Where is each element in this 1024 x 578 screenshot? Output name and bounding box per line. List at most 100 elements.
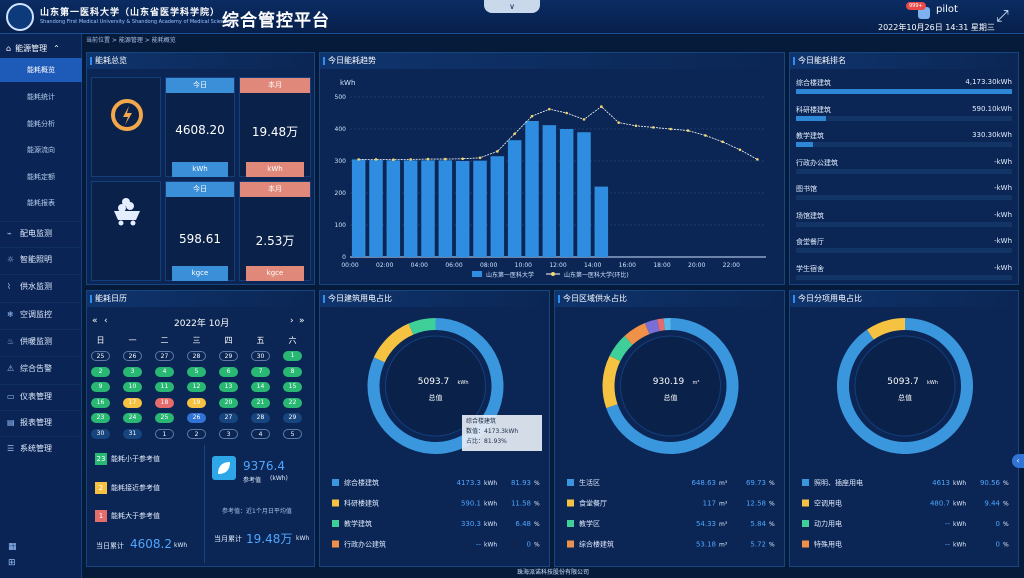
- breadcrumb-item: 能耗概览: [151, 37, 176, 44]
- calendar-day[interactable]: 8: [283, 366, 302, 377]
- ranking-row: 综合楼建筑 4,173.30kWh: [796, 78, 1012, 104]
- calendar-prev-month[interactable]: ‹: [104, 316, 108, 326]
- calendar-day[interactable]: 14: [251, 382, 270, 392]
- grid-menu-icon[interactable]: ▦: [8, 542, 17, 552]
- database-icon: ☰: [7, 444, 15, 453]
- calendar-next-month[interactable]: ›: [290, 316, 294, 326]
- sidebar-menu-water[interactable]: ⌇ 供水监测: [0, 274, 82, 298]
- elec-month-value: 19.48万: [251, 125, 299, 139]
- donut-slice: [624, 322, 650, 345]
- calendar-day[interactable]: 23: [91, 413, 110, 423]
- calendar-day[interactable]: 9: [91, 382, 110, 392]
- calendar-day[interactable]: 20: [219, 397, 238, 408]
- notification-bell-icon[interactable]: [918, 7, 930, 19]
- calendar-day[interactable]: 26: [187, 413, 206, 423]
- trend-point: [617, 121, 620, 124]
- calendar-day[interactable]: 13: [219, 382, 238, 392]
- sidebar-item-report[interactable]: 能耗报表: [27, 199, 55, 207]
- calendar-day[interactable]: 18: [155, 397, 174, 408]
- calendar-day[interactable]: 4: [155, 366, 174, 377]
- calendar-day[interactable]: 29: [283, 413, 302, 423]
- calendar-day[interactable]: 5: [283, 428, 302, 439]
- calendar-day[interactable]: 28: [251, 413, 270, 423]
- calendar-next-year[interactable]: »: [299, 316, 305, 326]
- coal-unit: kgce: [246, 266, 304, 281]
- donut-center-value: 930.19: [653, 377, 685, 387]
- calendar-day[interactable]: 3: [219, 428, 238, 439]
- calendar-day[interactable]: 1: [155, 428, 174, 439]
- sidebar-menu-lighting[interactable]: ☼ 智能照明: [0, 247, 82, 271]
- calendar-day[interactable]: 19: [187, 397, 206, 408]
- donut-center-unit: m³: [693, 380, 700, 386]
- calendar-day[interactable]: 2: [187, 428, 206, 439]
- calendar-day[interactable]: 25: [91, 351, 110, 361]
- sidebar-item-quota[interactable]: 能耗定额: [27, 173, 55, 181]
- calendar-day[interactable]: 4: [251, 428, 270, 439]
- legend-swatch: [567, 520, 574, 527]
- sidebar-item-statistics[interactable]: 能耗统计: [27, 93, 55, 101]
- sidebar-menu-alarm[interactable]: ⚠ 综合告警: [0, 356, 82, 380]
- sidebar-menu-energy[interactable]: ⌂ 能源管理 ⌃: [0, 38, 82, 58]
- calendar-day[interactable]: 1: [283, 351, 302, 361]
- sidebar-menu-power[interactable]: ⌁ 配电监测: [0, 221, 82, 245]
- sidebar-menu-heating[interactable]: ♨ 供暖监测: [0, 329, 82, 353]
- user-menu[interactable]: pilot: [936, 4, 958, 15]
- coal-unit: kgce: [172, 266, 228, 281]
- calendar-day[interactable]: 3: [123, 366, 142, 377]
- calendar-day[interactable]: 11: [155, 382, 174, 392]
- collapse-panel-button[interactable]: ‹: [1012, 454, 1024, 468]
- calendar-day[interactable]: 10: [123, 382, 142, 392]
- calendar-day[interactable]: 26: [123, 351, 142, 361]
- calendar-day[interactable]: 28: [187, 351, 206, 361]
- calendar-prev-year[interactable]: «: [92, 316, 98, 326]
- calendar-week-row: 30 31 1 2 3 4 5: [91, 428, 309, 441]
- trend-point: [357, 158, 360, 161]
- sidebar-item-overview[interactable]: 能耗概览: [0, 58, 82, 82]
- calendar-day[interactable]: 31: [123, 428, 142, 439]
- calendar-day[interactable]: 5: [187, 366, 206, 377]
- month-total-label: 当月累计: [214, 535, 242, 543]
- sidebar-menu-reports[interactable]: ▤ 报表管理: [0, 410, 82, 434]
- panel-title: 今日区域供水占比: [555, 291, 784, 307]
- coal-today-card: 今日 598.61 kgce: [165, 181, 235, 281]
- legend-pct: 5.84: [750, 520, 766, 528]
- calendar-day[interactable]: 27: [155, 351, 174, 361]
- calendar-day[interactable]: 30: [91, 428, 110, 439]
- sidebar-menu-aircon[interactable]: ❄ 空调监控: [0, 302, 82, 326]
- fullscreen-icon[interactable]: ⤢: [996, 6, 1009, 25]
- y-tick-label: 100: [335, 222, 347, 229]
- ranking-name: 食堂餐厅: [796, 238, 824, 246]
- y-tick-label: 300: [335, 158, 347, 165]
- sidebar-item-analysis[interactable]: 能耗分析: [27, 120, 55, 128]
- sidebar-item-flow[interactable]: 能源流向: [27, 146, 55, 154]
- legend-name: 综合楼建筑: [344, 478, 379, 487]
- legend-pct-sign: %: [534, 480, 540, 487]
- legend-swatch: [332, 540, 339, 548]
- sidebar-menu-meter[interactable]: ▭ 仪表管理: [0, 384, 82, 408]
- ranking-row: 教学建筑 330.30kWh: [796, 131, 1012, 157]
- calendar-day[interactable]: 24: [123, 413, 142, 423]
- panel-energy-trend: 今日能耗趋势 kWh 0 100 200 300 400 500 00:00 02:00 04:0…: [319, 52, 785, 285]
- header-dropdown-toggle[interactable]: ∨: [484, 0, 540, 13]
- calendar-day[interactable]: 22: [283, 397, 302, 408]
- calendar-day[interactable]: 21: [251, 397, 270, 408]
- calendar-day[interactable]: 7: [251, 366, 270, 377]
- month-label: 本月: [240, 78, 310, 93]
- calendar-day[interactable]: 6: [219, 366, 238, 377]
- sidebar-menu-label: 能源管理: [15, 43, 48, 53]
- calendar-day[interactable]: 2: [91, 366, 110, 377]
- calendar-day[interactable]: 27: [219, 413, 238, 423]
- calendar-day[interactable]: 15: [283, 382, 302, 392]
- calendar-day[interactable]: 12: [187, 382, 206, 392]
- calendar-day[interactable]: 16: [91, 397, 110, 408]
- calendar-day[interactable]: 25: [155, 413, 174, 423]
- calendar-day[interactable]: 29: [219, 351, 238, 361]
- sidebar-menu-system[interactable]: ☰ 系统管理: [0, 436, 82, 460]
- calendar-day[interactable]: 30: [251, 351, 270, 361]
- legend-pct-sign: %: [1003, 501, 1009, 508]
- legend-unit: kWh: [953, 521, 966, 528]
- ranking-value: 590.10kWh: [972, 104, 1012, 113]
- add-icon[interactable]: ⊞: [8, 558, 16, 568]
- y-tick-label: 0: [342, 254, 346, 261]
- calendar-day[interactable]: 17: [123, 397, 142, 408]
